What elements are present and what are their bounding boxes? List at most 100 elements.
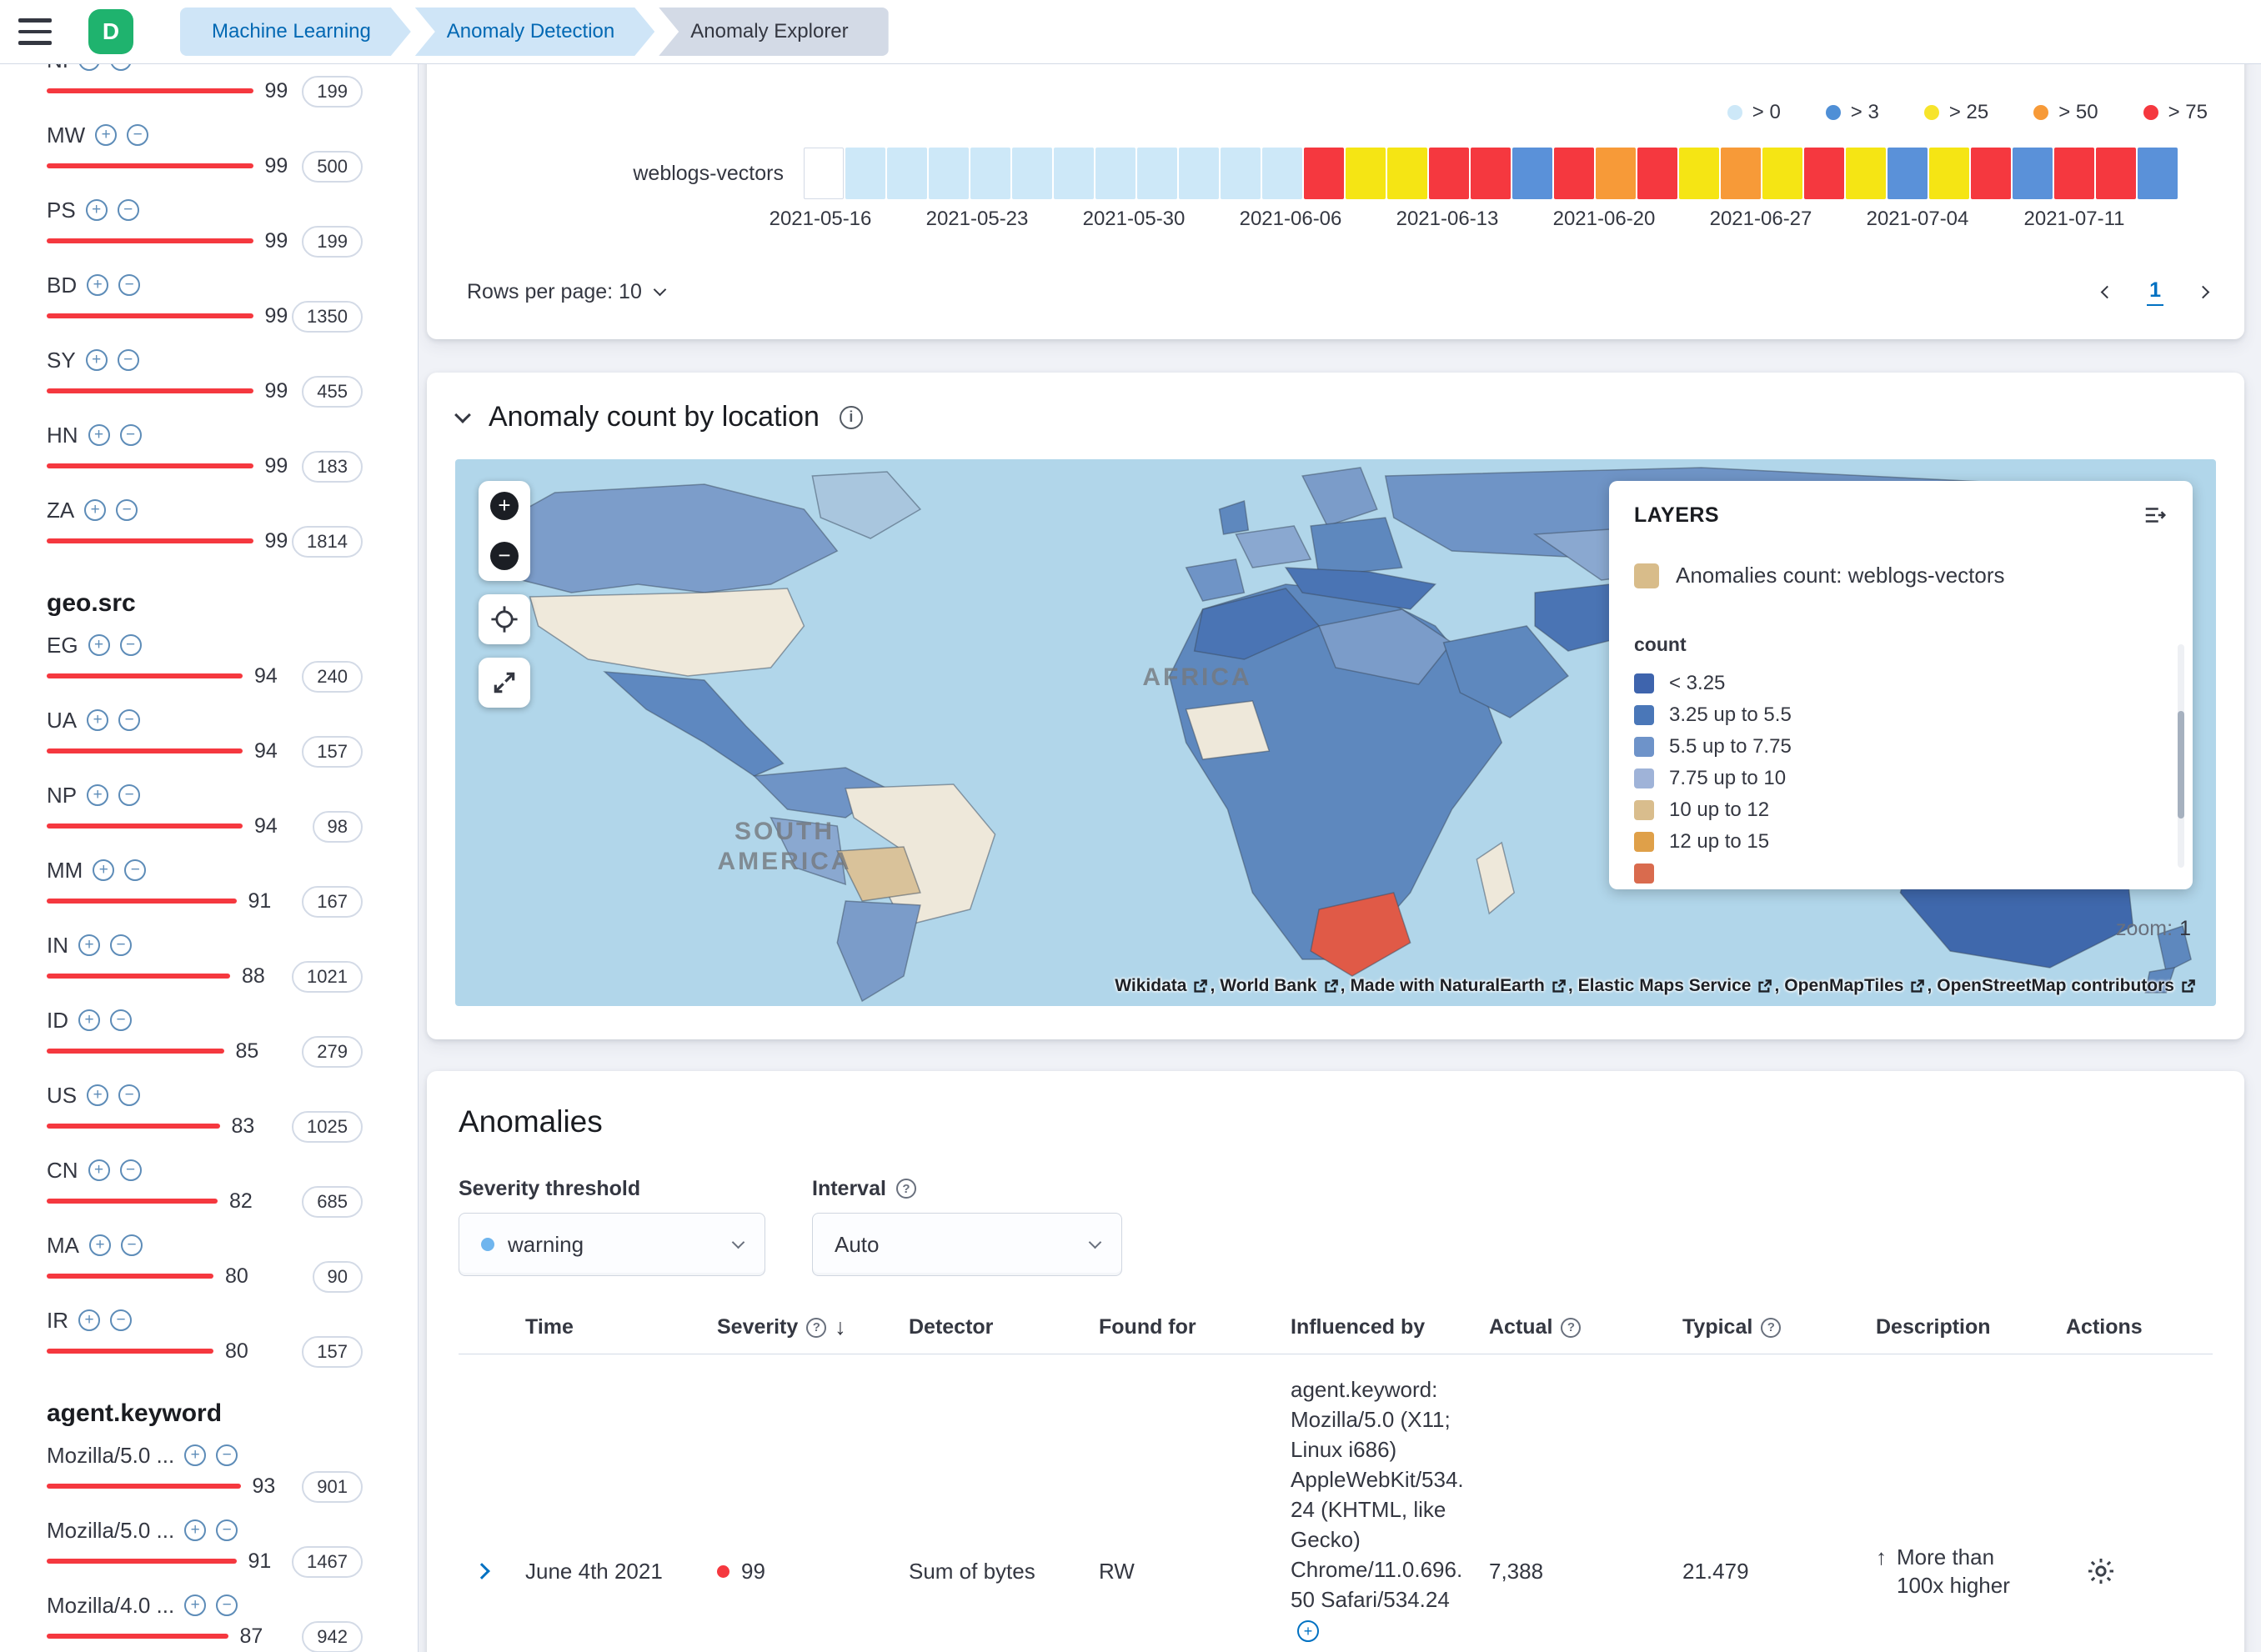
filter-for-icon[interactable]: + — [93, 859, 115, 881]
filter-out-icon[interactable]: − — [119, 1159, 142, 1181]
filter-for-icon[interactable]: + — [78, 64, 100, 71]
filter-for-icon[interactable]: + — [85, 349, 108, 371]
help-icon[interactable]: ? — [806, 1317, 827, 1338]
previous-page-icon[interactable] — [2100, 285, 2114, 299]
swimlane-cell[interactable] — [1054, 148, 1094, 199]
filter-out-icon[interactable]: − — [118, 274, 141, 296]
help-icon[interactable]: ? — [1561, 1317, 1582, 1338]
swimlane-cell[interactable] — [970, 148, 1010, 199]
world-map[interactable]: AFRICA SOUTH AMERICA + − LAYERS — [455, 459, 2216, 1006]
swimlane-cell[interactable] — [1721, 148, 1761, 199]
fit-to-data-button[interactable] — [479, 594, 530, 644]
filter-out-icon[interactable]: − — [110, 1009, 132, 1031]
header-actual[interactable]: Actual? — [1489, 1315, 1682, 1339]
filter-out-icon[interactable]: − — [121, 1234, 143, 1256]
filter-out-icon[interactable]: − — [110, 64, 132, 71]
collapse-chevron-icon[interactable] — [454, 406, 471, 423]
zoom-out-button[interactable]: − — [479, 531, 530, 581]
swimlane-cell[interactable] — [1512, 148, 1552, 199]
expand-map-button[interactable] — [479, 658, 530, 708]
filter-out-icon[interactable]: − — [216, 1519, 238, 1541]
collapse-layers-icon[interactable] — [2143, 503, 2168, 528]
next-page-icon[interactable] — [2196, 285, 2210, 299]
swimlane-cell[interactable] — [1387, 148, 1427, 199]
filter-for-icon[interactable]: + — [88, 424, 110, 446]
zoom-in-button[interactable]: + — [479, 481, 530, 531]
breadcrumb-anomaly-detection[interactable]: Anomaly Detection — [415, 8, 654, 56]
attribution-link[interactable]: OpenMapTiles — [1784, 976, 1904, 995]
swimlane-cell[interactable] — [2054, 148, 2094, 199]
swimlane-cell[interactable] — [1888, 148, 1928, 199]
header-typical[interactable]: Typical? — [1682, 1315, 1876, 1339]
filter-for-icon[interactable]: + — [78, 1009, 100, 1031]
filter-out-icon[interactable]: − — [118, 784, 141, 806]
swimlane-cell[interactable] — [1804, 148, 1844, 199]
filter-for-icon[interactable]: + — [88, 634, 110, 656]
swimlane-cell[interactable] — [1679, 148, 1719, 199]
header-severity[interactable]: Severity ? ↓ — [717, 1314, 846, 1339]
swimlane-cell[interactable] — [1429, 148, 1469, 199]
header-time[interactable]: Time — [525, 1315, 574, 1339]
filter-out-icon[interactable]: − — [124, 859, 147, 881]
filter-out-icon[interactable]: − — [117, 199, 139, 221]
filter-out-icon[interactable]: − — [127, 124, 149, 146]
attribution-link[interactable]: Wikidata — [1115, 976, 1187, 995]
swimlane-cell[interactable] — [1346, 148, 1386, 199]
swimlane-cell[interactable] — [1095, 148, 1136, 199]
filter-out-icon[interactable]: − — [110, 934, 132, 956]
filter-out-icon[interactable]: − — [216, 1444, 238, 1466]
swimlane-cell[interactable] — [2013, 148, 2053, 199]
filter-out-icon[interactable]: − — [216, 1594, 238, 1616]
swimlane-cell[interactable] — [1929, 148, 1969, 199]
header-found-for[interactable]: Found for — [1099, 1315, 1196, 1339]
filter-for-icon[interactable]: + — [78, 1309, 100, 1331]
attribution-link[interactable]: World Bank — [1220, 976, 1317, 995]
row-actions-button[interactable] — [2081, 1551, 2121, 1591]
filter-for-icon[interactable]: + — [87, 784, 109, 806]
swimlane-cell[interactable] — [887, 148, 927, 199]
severity-threshold-select[interactable]: warning — [459, 1213, 765, 1276]
filter-for-icon[interactable]: + — [87, 1084, 109, 1106]
swimlane-cell[interactable] — [1971, 148, 2011, 199]
filter-for-icon[interactable]: + — [87, 274, 109, 296]
space-avatar[interactable]: D — [88, 9, 133, 54]
swimlane-cell[interactable] — [1304, 148, 1344, 199]
breadcrumb-machine-learning[interactable]: Machine Learning — [180, 8, 411, 56]
swimlane-cell[interactable] — [1262, 148, 1302, 199]
swimlane-cell[interactable] — [1596, 148, 1636, 199]
filter-out-icon[interactable]: − — [110, 1309, 132, 1331]
filter-for-icon[interactable]: + — [95, 124, 118, 146]
swimlane-cell[interactable] — [2138, 148, 2178, 199]
filter-for-icon[interactable]: + — [85, 199, 108, 221]
filter-out-icon[interactable]: − — [118, 1084, 141, 1106]
attribution-link[interactable]: OpenStreetMap contributors — [1937, 976, 2174, 995]
swimlane-cell[interactable] — [929, 148, 969, 199]
swimlane-cell[interactable] — [1846, 148, 1886, 199]
layer-item[interactable]: Anomalies count: weblogs-vectors — [1634, 563, 2168, 588]
filter-for-icon[interactable]: + — [88, 1159, 110, 1181]
filter-for-icon[interactable]: + — [84, 499, 107, 521]
filter-for-icon[interactable]: + — [1297, 1620, 1319, 1643]
filter-for-icon[interactable]: + — [184, 1594, 207, 1616]
filter-out-icon[interactable]: − — [119, 634, 142, 656]
filter-for-icon[interactable]: + — [184, 1444, 207, 1466]
expand-row-button[interactable] — [464, 1553, 500, 1589]
cell-found-for[interactable]: RW — [1099, 1558, 1135, 1584]
info-icon[interactable]: i — [839, 405, 863, 429]
filter-out-icon[interactable]: − — [117, 349, 139, 371]
swimlane-cell[interactable] — [1012, 148, 1052, 199]
filter-for-icon[interactable]: + — [78, 934, 100, 956]
rows-per-page-button[interactable]: Rows per page: 10 — [467, 280, 667, 304]
sort-descending-icon[interactable]: ↓ — [835, 1314, 846, 1339]
swimlane-cell[interactable] — [1637, 148, 1677, 199]
layers-scrollbar[interactable] — [2178, 644, 2184, 868]
filter-out-icon[interactable]: − — [116, 499, 138, 521]
swimlane-cell[interactable] — [2096, 148, 2136, 199]
filter-for-icon[interactable]: + — [89, 1234, 111, 1256]
header-influenced-by[interactable]: Influenced by — [1291, 1315, 1426, 1339]
swimlane-cell[interactable] — [1471, 148, 1511, 199]
swimlane-cell[interactable] — [1762, 148, 1802, 199]
swimlane-cell[interactable] — [1137, 148, 1177, 199]
attribution-link[interactable]: Elastic Maps Service — [1577, 976, 1752, 995]
filter-for-icon[interactable]: + — [184, 1519, 207, 1541]
